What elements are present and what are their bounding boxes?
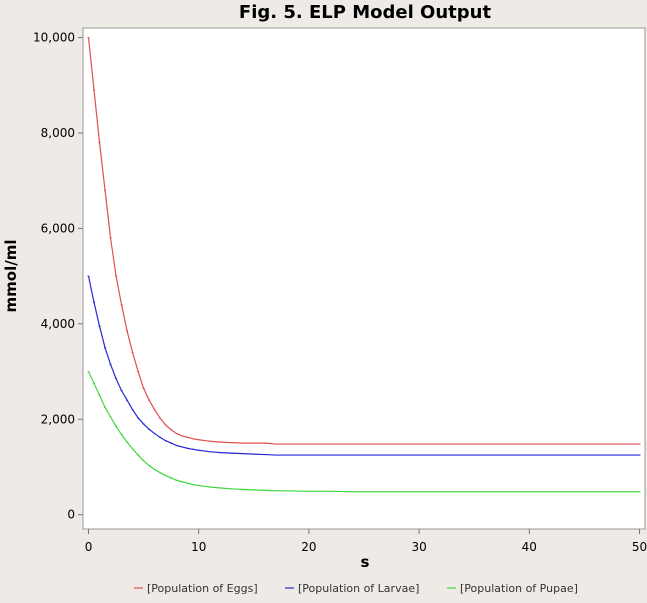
x-axis-label: s <box>361 553 370 571</box>
x-tick-label: 40 <box>522 540 537 554</box>
y-tick-label: 4,000 <box>41 317 75 331</box>
y-tick-label: 0 <box>67 508 75 522</box>
x-tick-label: 50 <box>632 540 647 554</box>
chart-title: Fig. 5. ELP Model Output <box>239 2 492 23</box>
x-tick-label: 30 <box>411 540 426 554</box>
legend: [Population of Eggs] [Population of Larva… <box>134 582 578 595</box>
y-tick-label: 8,000 <box>41 126 75 140</box>
y-tick-label: 6,000 <box>41 221 75 235</box>
series-layer <box>87 37 641 493</box>
x-axis: 0 10 20 30 40 50 <box>85 529 647 554</box>
legend-entry: [Population of Pupae] <box>460 582 578 595</box>
x-tick-label: 10 <box>191 540 206 554</box>
plot-area <box>82 27 646 530</box>
y-tick-label: 10,000 <box>33 31 75 45</box>
legend-entry: [Population of Larvae] <box>298 582 419 595</box>
x-tick-label: 20 <box>301 540 316 554</box>
y-axis-label: mmol/ml <box>2 240 20 313</box>
y-axis: 0 2,000 4,000 6,000 8,000 10,000 <box>33 31 83 522</box>
legend-entry: [Population of Eggs] <box>147 582 258 595</box>
y-tick-label: 2,000 <box>41 412 75 426</box>
x-tick-label: 0 <box>85 540 93 554</box>
